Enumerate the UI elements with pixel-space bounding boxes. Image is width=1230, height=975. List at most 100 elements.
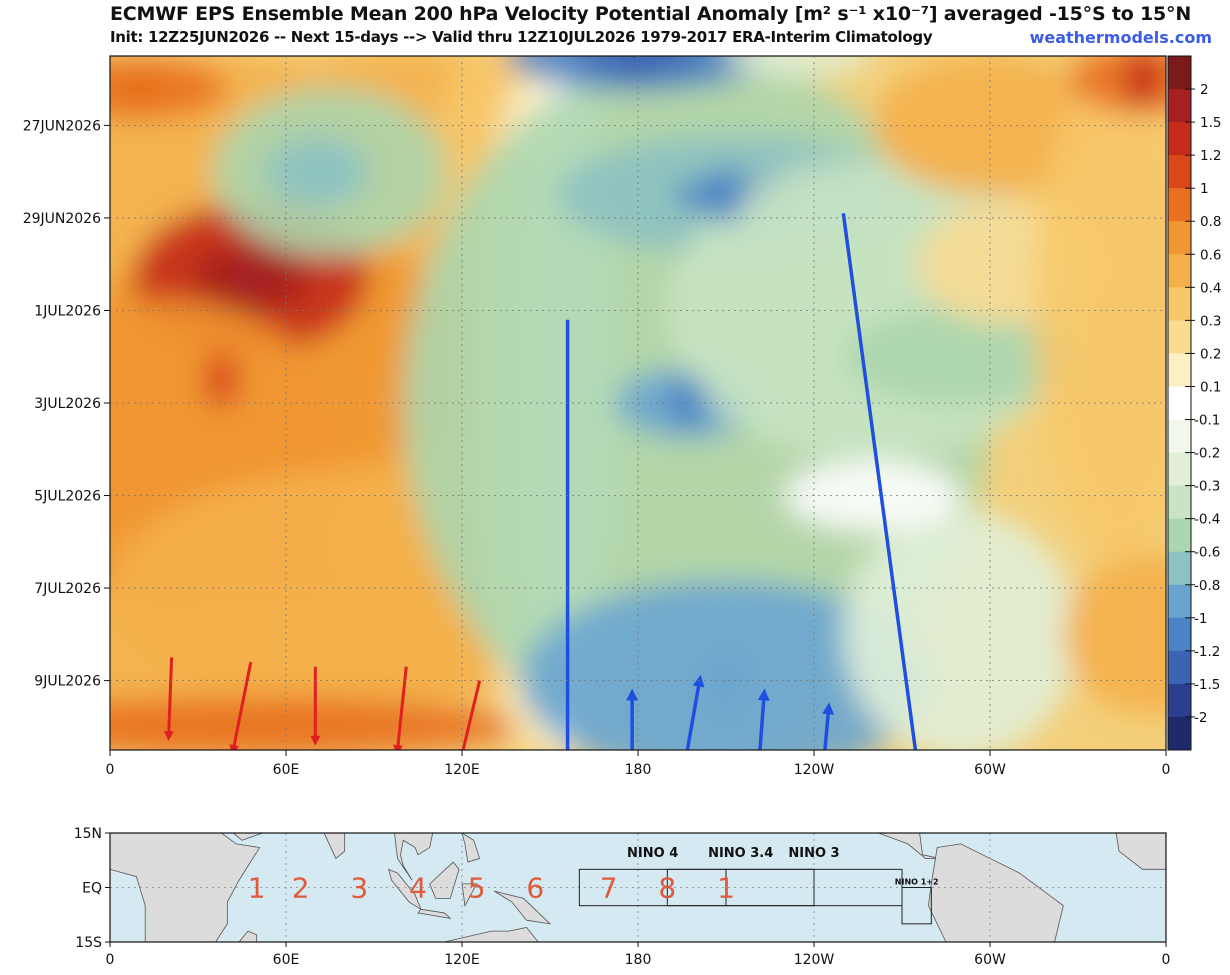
land-mass xyxy=(927,843,1064,942)
map-x-tick-label: 120W xyxy=(794,952,835,968)
colorbar-label: -2 xyxy=(1194,710,1207,726)
blue-arrow xyxy=(841,213,918,750)
anomaly-center-1 xyxy=(203,351,240,408)
land-mass xyxy=(494,890,552,925)
colorbar-label: 2 xyxy=(1200,82,1209,98)
colorbar-swatch xyxy=(1168,188,1191,222)
mjo-phase-label: 6 xyxy=(526,872,544,905)
land-mass xyxy=(1115,833,1166,870)
mjo-phase-label: 4 xyxy=(409,872,427,905)
map-x-tick-label: 120E xyxy=(444,952,480,968)
blue-arrow xyxy=(822,702,835,750)
blue-arrow xyxy=(757,688,770,750)
anomaly-center-3 xyxy=(1124,56,1161,108)
colorbar-swatch xyxy=(1168,386,1191,421)
nino-region-label: NINO 4 xyxy=(627,846,678,861)
land-mass xyxy=(394,833,434,881)
colorbar-swatch xyxy=(1168,320,1191,354)
y-axis: 27JUN2026 29JUN2026 1JUL2026 3JUL2026 5JUL20… xyxy=(23,118,110,690)
anomaly-center-5 xyxy=(708,166,744,223)
colorbar-label: 0.4 xyxy=(1200,280,1221,296)
map-x-tick-label: 0 xyxy=(106,952,115,968)
mjo-phase-label: 1 xyxy=(717,872,735,905)
colorbar-swatch xyxy=(1168,122,1191,156)
colorbar-swatch xyxy=(1168,551,1191,586)
mjo-phase-label: 1 xyxy=(248,872,266,905)
anomaly-field xyxy=(110,56,1166,750)
nino-region-box xyxy=(901,887,932,925)
land-mass xyxy=(461,833,481,863)
y-tick-label: 27JUN2026 xyxy=(23,118,101,134)
anomaly-center-7 xyxy=(708,652,744,709)
red-arrow xyxy=(229,661,253,750)
y-tick-label: 1JUL2026 xyxy=(34,303,101,319)
chart-subtitle: Init: 12Z25JUN2026 -- Next 15-days --> V… xyxy=(110,28,933,46)
x-tick-label: 60E xyxy=(273,762,300,778)
map-y-tick-label: 15S xyxy=(75,935,102,951)
colorbar-label: 0.6 xyxy=(1200,247,1221,263)
colorbar-swatch xyxy=(1168,452,1191,487)
land-mass xyxy=(323,833,346,860)
mjo-phase-label: 7 xyxy=(600,872,618,905)
colorbar-label: -0.1 xyxy=(1194,413,1220,429)
mjo-phase-label: 3 xyxy=(350,872,368,905)
y-tick-label: 29JUN2026 xyxy=(23,211,101,227)
x-tick-label: 120W xyxy=(794,762,835,778)
colorbar: 2 1.5 1.2 1 0.8 0.6 0.4 0.3 0.2 0.1 -0.1 -0.2 -0.3 -0… xyxy=(1167,55,1221,751)
gridlines xyxy=(110,56,1166,750)
colorbar-label: 1.5 xyxy=(1200,115,1221,131)
nino-region-label: NINO 3 xyxy=(788,846,839,861)
colorbar-label: -0.6 xyxy=(1194,545,1220,561)
x-tick-label: 60W xyxy=(974,762,1006,778)
map-x-tick-label: 60E xyxy=(273,952,300,968)
mjo-phase-label: 5 xyxy=(468,872,486,905)
map-x-tick-label: 60W xyxy=(974,952,1006,968)
colorbar-label: 0.1 xyxy=(1200,379,1221,395)
colorbar-label: -1 xyxy=(1194,611,1207,627)
red-arrow xyxy=(163,657,174,742)
anomaly-center-0 xyxy=(232,250,269,307)
nino-region-label: NINO 3.4 xyxy=(708,846,773,861)
anomaly-center-8 xyxy=(312,143,348,200)
y-tick-label: 5JUL2026 xyxy=(34,489,101,505)
colorbar-swatch xyxy=(1168,716,1191,751)
colorbar-label: 0.2 xyxy=(1200,346,1221,362)
map-y-tick-label: EQ xyxy=(82,881,102,897)
colorbar-swatch xyxy=(1168,155,1191,189)
map-x-tick-label: 180 xyxy=(625,952,652,968)
chart-title: ECMWF EPS Ensemble Mean 200 hPa Velocity… xyxy=(110,3,1192,25)
x-tick-label: 0 xyxy=(106,762,115,778)
land-mass xyxy=(444,927,539,942)
mjo-phase-label: 8 xyxy=(658,872,676,905)
colorbar-label: 1 xyxy=(1200,181,1209,197)
y-tick-label: 3JUL2026 xyxy=(34,396,101,412)
anomaly-center-2 xyxy=(121,60,158,117)
colorbar-label: -0.2 xyxy=(1194,446,1220,462)
map-x-tick-label: 0 xyxy=(1162,952,1171,968)
colorbar-swatch xyxy=(1168,353,1191,387)
x-axis: 0 60E 120E 180 120W 60W 0 xyxy=(106,750,1170,778)
colorbar-swatch xyxy=(1168,617,1191,652)
colorbar-swatch xyxy=(1168,419,1191,454)
site-link[interactable]: weathermodels.com xyxy=(1029,28,1212,47)
colorbar-label: -1.5 xyxy=(1194,677,1220,693)
red-arrow xyxy=(458,680,482,750)
colorbar-label: 1.2 xyxy=(1200,148,1221,164)
colorbar-swatch xyxy=(1168,485,1191,520)
colorbar-swatch xyxy=(1168,650,1191,685)
land-mass xyxy=(110,833,261,942)
colorbar-label: 0.8 xyxy=(1200,214,1221,230)
colorbar-swatch xyxy=(1168,584,1191,619)
colorbar-swatch xyxy=(1168,683,1191,718)
land-mass xyxy=(232,833,263,841)
colorbar-swatch xyxy=(1168,518,1191,553)
nino-region-label: NINO 1+2 xyxy=(895,878,939,887)
x-tick-label: 120E xyxy=(444,762,480,778)
colorbar-swatch xyxy=(1168,56,1191,90)
colorbar-label: -1.2 xyxy=(1194,644,1220,660)
y-tick-label: 7JUL2026 xyxy=(34,581,101,597)
colorbar-label: -0.8 xyxy=(1194,578,1220,594)
y-tick-label: 9JUL2026 xyxy=(34,674,101,690)
